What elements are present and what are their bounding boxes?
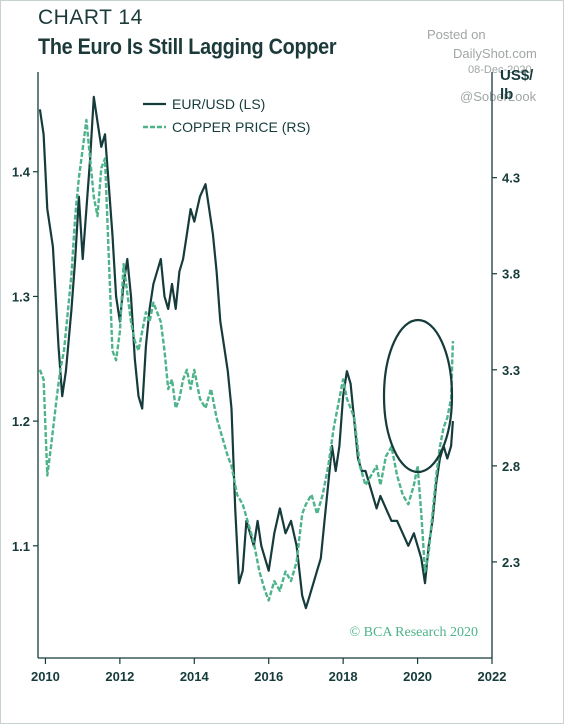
x-tick-label: 2020 — [403, 669, 432, 684]
right-tick-label: 4.3 — [502, 171, 520, 186]
left-tick-label: 1.3 — [12, 289, 30, 304]
x-tick-label: 2010 — [31, 669, 60, 684]
source-label: © BCA Research 2020 — [350, 625, 478, 640]
right-axis-unit-label: US$/ — [500, 67, 534, 84]
legend-label-copper: COPPER PRICE (RS) — [172, 119, 310, 135]
x-tick-label: 2014 — [180, 669, 210, 684]
right-tick-label: 2.3 — [502, 555, 520, 570]
right-tick-label: 3.8 — [502, 267, 520, 282]
eurusd-series-line — [38, 95, 454, 610]
watermark-posted-on: Posted on — [427, 27, 486, 42]
watermark-site: DailyShot.com — [453, 46, 537, 61]
x-tick-label: 2012 — [105, 669, 134, 684]
legend-label-eurusd: EUR/USD (LS) — [172, 96, 265, 112]
left-tick-label: 1.4 — [12, 165, 31, 180]
left-tick-label: 1.2 — [12, 414, 30, 429]
chart-number: CHART 14 — [38, 6, 143, 29]
copper-series-line — [38, 118, 455, 602]
right-tick-label: 2.8 — [502, 459, 520, 474]
x-tick-label: 2022 — [478, 669, 507, 684]
watermark-handle: @SoberLook — [460, 89, 537, 104]
right-axis-unit-label: lb — [500, 86, 513, 103]
x-tick-label: 2018 — [329, 669, 358, 684]
left-tick-label: 1.1 — [12, 539, 30, 554]
x-tick-label: 2016 — [254, 669, 283, 684]
chart-title: The Euro Is Still Lagging Copper — [38, 34, 337, 59]
right-tick-label: 3.3 — [502, 363, 520, 378]
watermark-date: 08-Dec-2020 — [468, 64, 532, 76]
highlight-ellipse — [382, 318, 454, 474]
